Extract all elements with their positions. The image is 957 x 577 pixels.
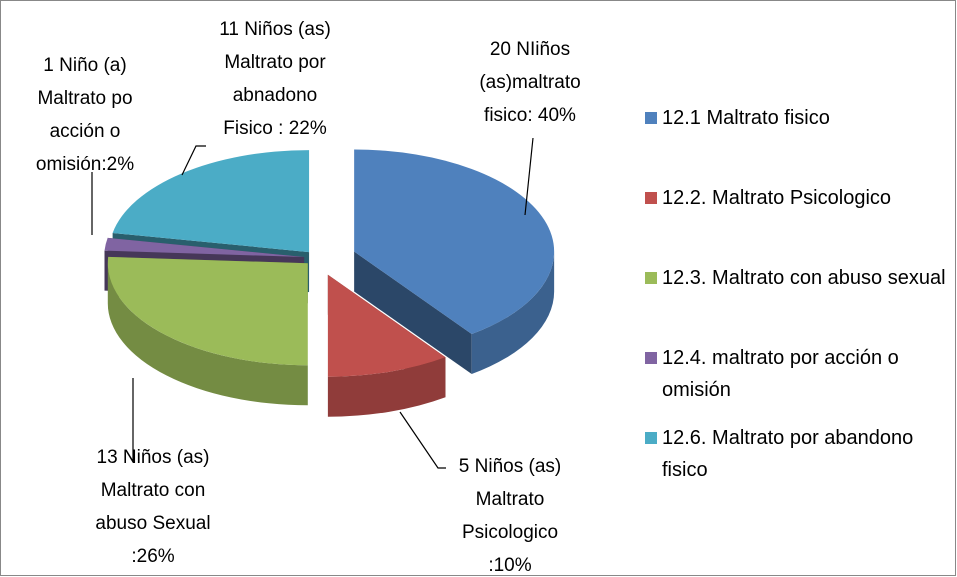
data-label-line: omisión:2% <box>35 154 135 175</box>
data-label-line: Maltrato con <box>100 480 206 501</box>
data-label-line: Psicologico <box>461 522 559 543</box>
data-label-line: :10% <box>488 555 532 576</box>
data-label-line: 13 Niños (as) <box>96 447 210 468</box>
legend-swatch <box>645 352 657 364</box>
slice <box>327 274 446 377</box>
legend-label: 12.6. Maltrato por abandono fisico <box>662 427 914 481</box>
data-label-line: 1 Niño (a) <box>43 55 127 76</box>
data-label-line: (as)maltrato <box>479 72 581 93</box>
legend-label: 12.2. Maltrato Psicologico <box>662 187 892 209</box>
legend-label: 12.1 Maltrato fisico <box>662 107 830 129</box>
data-label-line: Maltrato por <box>224 52 326 73</box>
legend-swatch <box>645 272 657 284</box>
slice <box>354 149 555 335</box>
slice <box>107 256 308 366</box>
data-label-line: Maltrato <box>475 489 545 510</box>
data-label-line: abuso Sexual <box>95 513 211 534</box>
data-label-line: Fisico : 22% <box>223 118 327 139</box>
slice <box>112 150 310 253</box>
data-label: 13 Niños (as) Maltrato con abuso Sexual :26… <box>95 441 210 573</box>
data-label: 20 NIiños (as)maltrato fisico: 40% <box>479 33 580 132</box>
legend-swatch <box>645 112 657 124</box>
legend-swatch <box>645 432 657 444</box>
slice <box>104 237 305 258</box>
data-label-line: 20 NIiños <box>489 39 571 60</box>
slice-side <box>354 251 472 375</box>
data-label-line: :26% <box>131 546 175 567</box>
slice-wall <box>327 357 446 417</box>
data-label-line: 5 Niños (as) <box>458 456 562 477</box>
data-label: 11 Niños (as) Maltrato por abnadono Fisico … <box>219 13 331 145</box>
slice-wall <box>471 251 555 375</box>
leader-line <box>181 145 206 176</box>
legend-label: 12.4. maltrato por acción o omisión <box>662 347 899 401</box>
leader-lines <box>91 137 534 469</box>
data-label-line: 11 Niños (as) <box>219 19 331 40</box>
data-label-line: abnadono <box>232 85 318 106</box>
data-label-line: acción o <box>49 121 121 142</box>
data-label: 1 Niño (a) Maltrato po acción o omisión:2% <box>36 49 134 181</box>
data-label-line: Maltrato po <box>37 88 133 109</box>
leader-line <box>524 137 534 216</box>
legend-swatch <box>645 192 657 204</box>
leader-line <box>399 411 446 469</box>
legend-label: 12.3. Maltrato con abuso sexual <box>662 267 946 289</box>
data-label-line: fisico: 40% <box>484 105 576 126</box>
slice-wall <box>107 263 308 406</box>
data-label: 5 Niños (as) Maltrato Psicologico :10% <box>459 450 561 577</box>
